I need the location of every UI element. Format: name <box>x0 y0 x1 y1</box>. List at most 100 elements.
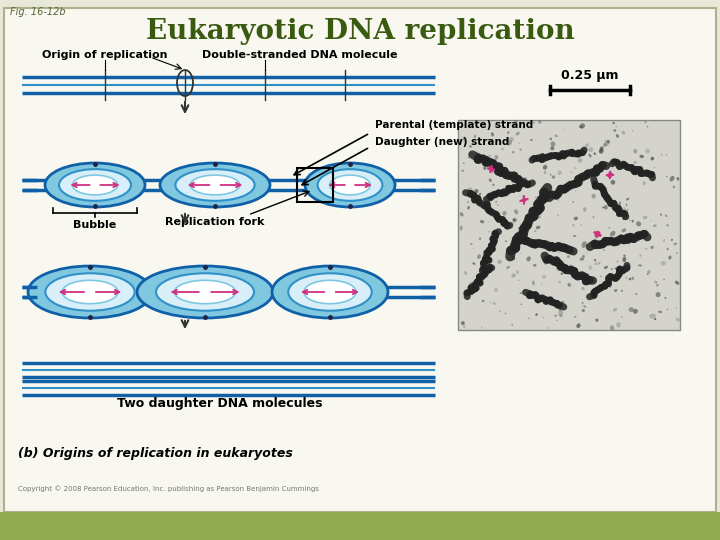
Text: Double-stranded DNA molecule: Double-stranded DNA molecule <box>202 50 397 60</box>
Text: Bubble: Bubble <box>73 220 117 230</box>
Ellipse shape <box>583 177 584 179</box>
Ellipse shape <box>603 143 607 147</box>
Ellipse shape <box>655 221 657 223</box>
Ellipse shape <box>528 318 529 319</box>
Ellipse shape <box>513 218 517 222</box>
Ellipse shape <box>513 120 518 125</box>
Ellipse shape <box>495 124 497 126</box>
Text: Daughter (new) strand: Daughter (new) strand <box>375 137 509 147</box>
Ellipse shape <box>586 252 588 254</box>
Ellipse shape <box>495 159 496 160</box>
Ellipse shape <box>580 258 584 261</box>
Ellipse shape <box>618 201 621 205</box>
Ellipse shape <box>614 267 619 270</box>
Ellipse shape <box>671 239 673 241</box>
Ellipse shape <box>549 138 552 140</box>
Ellipse shape <box>512 151 515 153</box>
Ellipse shape <box>480 220 485 224</box>
Ellipse shape <box>459 226 463 231</box>
Ellipse shape <box>532 213 536 215</box>
Ellipse shape <box>608 284 611 288</box>
Ellipse shape <box>59 169 131 201</box>
Ellipse shape <box>582 241 587 248</box>
Ellipse shape <box>464 271 467 275</box>
Ellipse shape <box>644 121 647 123</box>
Ellipse shape <box>483 251 487 254</box>
Ellipse shape <box>601 183 603 184</box>
Ellipse shape <box>666 176 667 177</box>
Bar <box>458 120 680 330</box>
Ellipse shape <box>562 269 567 272</box>
Ellipse shape <box>519 292 522 294</box>
Ellipse shape <box>478 193 481 196</box>
Ellipse shape <box>467 187 472 191</box>
Ellipse shape <box>573 235 577 237</box>
Ellipse shape <box>614 159 616 160</box>
Ellipse shape <box>474 134 476 138</box>
Ellipse shape <box>631 278 634 280</box>
Ellipse shape <box>636 221 642 226</box>
Ellipse shape <box>616 126 618 127</box>
Ellipse shape <box>492 302 496 305</box>
Ellipse shape <box>626 204 627 206</box>
Ellipse shape <box>621 289 623 292</box>
Ellipse shape <box>666 154 667 156</box>
Ellipse shape <box>668 255 672 260</box>
Ellipse shape <box>156 273 254 310</box>
Ellipse shape <box>487 231 490 232</box>
Ellipse shape <box>627 209 629 211</box>
Ellipse shape <box>490 207 492 209</box>
Ellipse shape <box>559 302 562 306</box>
Ellipse shape <box>523 240 526 244</box>
Ellipse shape <box>654 281 657 284</box>
Ellipse shape <box>621 131 625 134</box>
Ellipse shape <box>503 211 507 215</box>
Ellipse shape <box>555 261 557 264</box>
Ellipse shape <box>558 252 560 253</box>
Ellipse shape <box>639 155 644 158</box>
Ellipse shape <box>580 224 582 226</box>
Ellipse shape <box>479 154 482 157</box>
Ellipse shape <box>558 281 561 284</box>
Ellipse shape <box>629 278 631 280</box>
Ellipse shape <box>610 238 611 239</box>
Ellipse shape <box>557 214 559 216</box>
Ellipse shape <box>558 199 559 200</box>
Ellipse shape <box>557 171 562 175</box>
Ellipse shape <box>638 265 642 266</box>
Ellipse shape <box>461 321 464 325</box>
Ellipse shape <box>485 265 487 267</box>
Ellipse shape <box>604 266 608 269</box>
Ellipse shape <box>514 209 518 214</box>
Ellipse shape <box>665 296 667 299</box>
Ellipse shape <box>582 255 585 258</box>
Ellipse shape <box>547 157 549 159</box>
Ellipse shape <box>479 237 482 240</box>
Ellipse shape <box>624 254 626 256</box>
Ellipse shape <box>531 220 533 222</box>
Ellipse shape <box>525 177 526 179</box>
Ellipse shape <box>491 132 494 137</box>
Ellipse shape <box>532 281 535 285</box>
Ellipse shape <box>576 323 580 328</box>
Ellipse shape <box>599 150 603 153</box>
Ellipse shape <box>508 140 512 146</box>
Ellipse shape <box>552 176 555 179</box>
Ellipse shape <box>665 199 667 201</box>
Ellipse shape <box>594 259 596 261</box>
Ellipse shape <box>467 201 469 203</box>
Ellipse shape <box>528 318 531 319</box>
Bar <box>297 167 333 202</box>
Ellipse shape <box>626 277 627 279</box>
Ellipse shape <box>650 220 652 221</box>
Ellipse shape <box>661 153 662 156</box>
Ellipse shape <box>318 169 382 201</box>
Ellipse shape <box>650 157 654 160</box>
Ellipse shape <box>629 220 631 221</box>
Ellipse shape <box>526 214 528 216</box>
Ellipse shape <box>513 219 516 221</box>
Ellipse shape <box>73 175 117 195</box>
Ellipse shape <box>542 275 546 279</box>
Ellipse shape <box>483 167 486 170</box>
Ellipse shape <box>643 181 646 185</box>
